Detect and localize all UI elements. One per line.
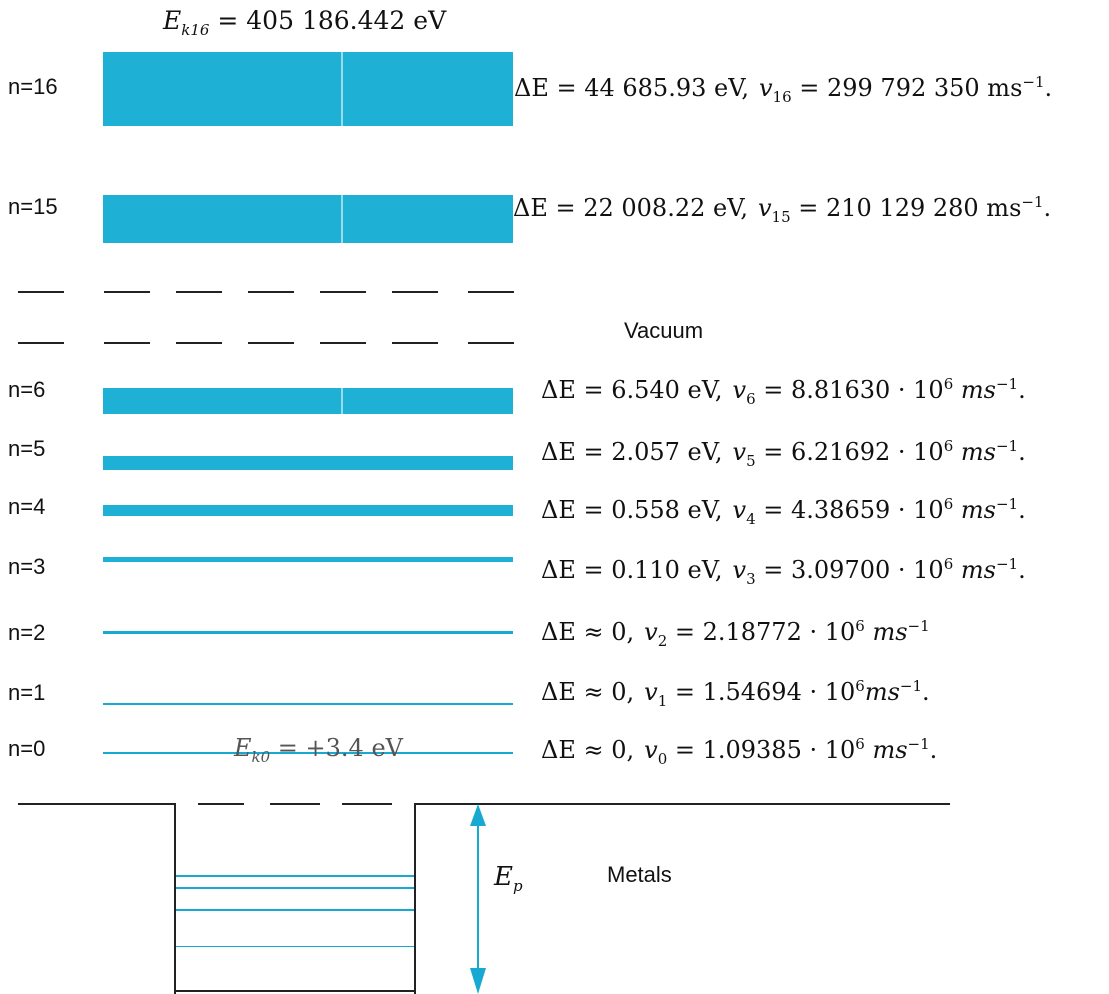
equation-n1: ΔE ≈ 0, v1 = 1.54694 · 106ms−1.	[541, 677, 930, 710]
equation-n5: ΔE = 2.057 eV, v5 = 6.21692 · 106 ms−1.	[541, 437, 1026, 470]
equation-n4: ΔE = 0.558 eV, v4 = 4.38659 · 106 ms−1.	[541, 495, 1026, 528]
band-divider	[341, 195, 343, 243]
well-dash-1	[198, 803, 244, 805]
well-dash-3	[342, 803, 392, 805]
metals-label: Metals	[607, 862, 672, 887]
bound-level-2	[176, 887, 414, 889]
bound-level-4	[176, 946, 414, 947]
ek16-label: Ek16 = 405 186.442 eV	[163, 6, 447, 39]
ep-label: Ep	[494, 862, 523, 896]
energy-band-n16	[103, 52, 513, 126]
level-label-n3: n=3	[8, 554, 46, 579]
bound-level-3	[176, 909, 414, 911]
level-label-n2: n=2	[8, 620, 46, 645]
equation-n2: ΔE ≈ 0, v2 = 2.18772 · 106 ms−1	[541, 617, 930, 650]
energy-line-n0	[103, 752, 513, 754]
well-bottom	[174, 990, 416, 992]
surface-line-right	[414, 803, 950, 805]
band-divider	[341, 388, 343, 414]
dashed-level-upper	[18, 291, 516, 293]
level-label-n4: n=4	[8, 494, 46, 519]
surface-line-left	[18, 803, 176, 805]
energy-band-n5	[103, 456, 513, 470]
ep-arrow-head-up	[470, 804, 486, 826]
energy-line-n1	[103, 703, 513, 705]
energy-band-n15	[103, 195, 513, 243]
energy-band-n3	[103, 557, 513, 562]
equation-n3: ΔE = 0.110 eV, v3 = 3.09700 · 106 ms−1.	[541, 555, 1026, 588]
level-label-n16: n=16	[8, 74, 58, 99]
well-wall-right	[414, 803, 416, 994]
level-label-n6: n=6	[8, 377, 46, 402]
equation-n6: ΔE = 6.540 eV, v6 = 8.81630 · 106 ms−1.	[541, 375, 1026, 408]
equation-n16: ΔE = 44 685.93 eV, v16 = 299 792 350 ms−1…	[514, 73, 1053, 106]
well-dash-2	[270, 803, 320, 805]
level-label-n1: n=1	[8, 680, 46, 705]
dashed-level-lower	[18, 342, 516, 344]
ep-arrow-shaft	[477, 812, 479, 988]
energy-line-n2	[103, 631, 513, 634]
ep-arrow-head-down	[470, 968, 486, 994]
band-divider	[341, 52, 343, 126]
vacuum-label: Vacuum	[624, 318, 704, 343]
level-label-n0: n=0	[8, 736, 46, 761]
level-label-n15: n=15	[8, 194, 58, 219]
energy-band-n4	[103, 505, 513, 516]
equation-n15: ΔE = 22 008.22 eV, v15 = 210 129 280 ms−1…	[513, 193, 1052, 226]
ek0-label: Ek0 = +3.4 eV	[234, 734, 403, 766]
equation-n0: ΔE ≈ 0, v0 = 1.09385 · 106 ms−1.	[541, 735, 938, 768]
bound-level-1	[176, 875, 414, 877]
well-wall-left	[174, 803, 176, 994]
level-label-n5: n=5	[8, 436, 46, 461]
energy-band-n6	[103, 388, 513, 414]
